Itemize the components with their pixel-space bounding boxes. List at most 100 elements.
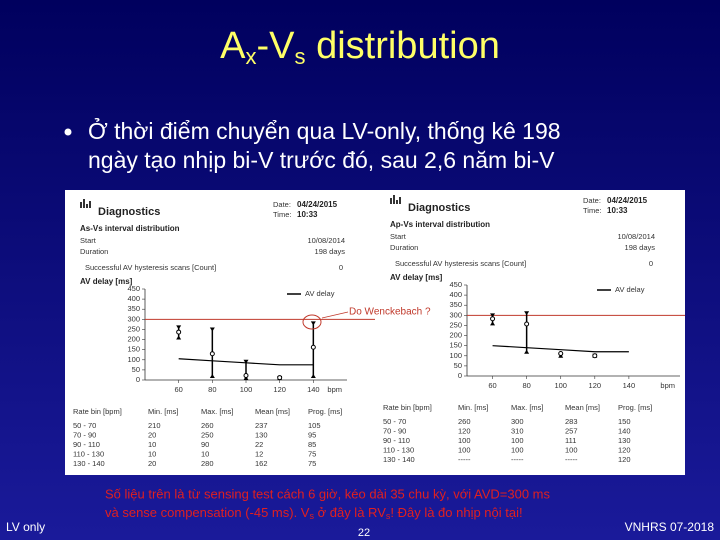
table-cell: 20	[148, 430, 156, 439]
table-cell: 250	[201, 430, 214, 439]
y-tick-label: 150	[127, 345, 140, 354]
table-cell: 162	[255, 459, 268, 468]
table-cell: 90 - 110	[383, 436, 410, 445]
x-tick-label: 100	[554, 381, 567, 390]
table-cell: 100	[458, 445, 471, 454]
mean-marker	[209, 351, 215, 357]
table-cell: 310	[511, 426, 524, 435]
table-cell: 111	[565, 436, 576, 445]
prog-line	[492, 345, 629, 353]
start-label: Start	[80, 236, 97, 245]
y-tick-label: 150	[449, 341, 462, 350]
annotation-pointer	[321, 311, 349, 319]
table-cell: -----	[565, 455, 578, 464]
footer-right: VNHRS 07-2018	[625, 520, 715, 534]
table-cell: 237	[255, 421, 268, 430]
max-marker	[209, 327, 215, 332]
note-sub: s	[309, 511, 314, 521]
max-marker	[524, 311, 530, 316]
table-cell: 110 - 130	[73, 449, 104, 458]
table-cell: 130	[255, 430, 268, 439]
title-part: distribution	[306, 25, 500, 67]
table-header: Rate bin [bpm]	[383, 403, 432, 412]
panel-header: Diagnostics	[408, 202, 470, 214]
table-cell: 20	[148, 459, 156, 468]
icon-bar	[83, 199, 85, 208]
title-part: -V	[257, 25, 296, 67]
icon-bar	[80, 202, 82, 208]
mean-marker	[310, 344, 316, 350]
table-header: Max. [ms]	[201, 407, 234, 416]
table-cell: -----	[511, 455, 524, 464]
x-tick-label: 80	[522, 381, 530, 390]
table-cell: 10	[201, 449, 209, 458]
table-header: Min. [ms]	[458, 403, 488, 412]
duration-label: Duration	[390, 243, 418, 252]
min-marker	[310, 373, 316, 378]
start-label: Start	[390, 232, 407, 241]
y-tick-label: 0	[136, 375, 140, 384]
y-tick-label: 400	[449, 290, 462, 299]
x-tick-label: 100	[240, 385, 253, 394]
table-cell: 260	[458, 417, 471, 426]
table-cell: 70 - 90	[383, 426, 406, 435]
bullet-dot	[64, 128, 72, 136]
panel-header: Diagnostics	[98, 206, 160, 218]
panels: Diagnostics Date: 04/24/2015 Time: 10:33 As-V…	[73, 195, 685, 468]
footer-left: LV only	[6, 520, 45, 534]
page-number: 22	[358, 527, 370, 539]
min-marker	[176, 335, 182, 340]
y-tick-label: 0	[458, 371, 462, 380]
y-tick-label: 300	[449, 310, 462, 319]
bullet-text: ngày tạo nhịp bi-V trước đó, sau 2,6 năm…	[88, 147, 555, 173]
max-marker	[243, 359, 249, 364]
diagnostics-panel: Diagnostics Date: 04/24/2015 Time: 10:33 As-V…	[73, 199, 375, 468]
min-marker	[490, 321, 496, 326]
mean-marker	[490, 316, 496, 322]
time-label: Time:	[583, 206, 601, 215]
table-cell: 22	[255, 440, 263, 449]
note-part: và sense compensation (-45 ms). V	[105, 505, 310, 520]
icon-bar	[399, 197, 401, 204]
table-cell: -----	[458, 455, 471, 464]
mean-marker	[524, 321, 530, 327]
max-marker	[310, 321, 316, 326]
y-tick-label: 350	[127, 304, 140, 313]
icon-bar	[396, 200, 398, 204]
x-tick-label: 60	[488, 381, 496, 390]
date: 04/24/2015	[297, 200, 338, 209]
legend-label: AV delay	[305, 289, 335, 298]
table-cell: 140	[618, 426, 631, 435]
icon-bar	[86, 204, 88, 208]
table-cell: 12	[255, 449, 263, 458]
mean-marker	[176, 329, 182, 335]
x-tick-label: 120	[273, 385, 286, 394]
table-header: Min. [ms]	[148, 407, 178, 416]
start: 10/08/2014	[617, 232, 655, 241]
table-cell: 300	[511, 417, 524, 426]
table-cell: 120	[618, 455, 631, 464]
time-label: Time:	[273, 210, 291, 219]
table-cell: 150	[618, 417, 631, 426]
y-axis-label: AV delay [ms]	[390, 273, 443, 282]
table-cell: 130 - 140	[383, 455, 415, 464]
y-axis-label: AV delay [ms]	[80, 277, 133, 286]
y-tick-label: 100	[449, 351, 462, 360]
title-sub: s	[295, 44, 306, 69]
y-tick-label: 450	[127, 284, 140, 293]
table-header: Rate bin [bpm]	[73, 407, 122, 416]
note-sub: s	[386, 511, 391, 521]
table-cell: 110 - 130	[383, 445, 414, 454]
table-cell: 100	[565, 445, 578, 454]
time: 10:33	[297, 210, 318, 219]
table-cell: 100	[458, 436, 471, 445]
date-label: Date:	[583, 196, 601, 205]
table-cell: 105	[308, 421, 321, 430]
table-cell: 120	[458, 426, 471, 435]
x-axis-label: bpm	[660, 381, 675, 390]
table-header: Prog. [ms]	[618, 403, 652, 412]
table-cell: 50 - 70	[383, 417, 406, 426]
table-cell: 75	[308, 459, 316, 468]
y-tick-label: 100	[127, 355, 140, 364]
icon-bar	[390, 198, 392, 204]
